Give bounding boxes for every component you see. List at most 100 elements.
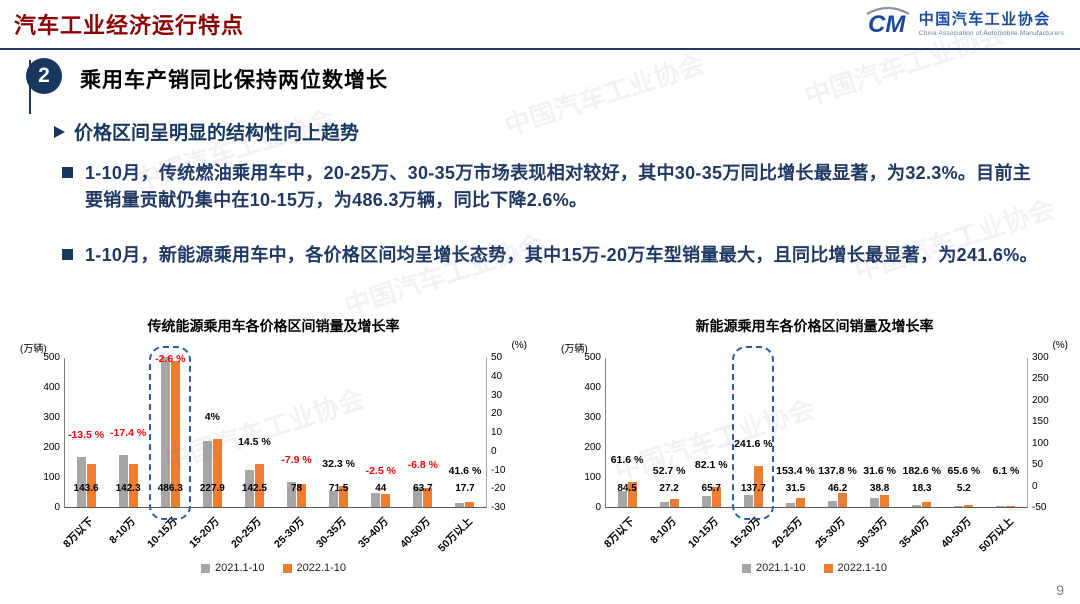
section-subheading: 价格区间呈明显的结构性向上趋势 bbox=[74, 123, 360, 144]
legend-swatch-icon bbox=[282, 563, 292, 573]
bar-2022 bbox=[381, 493, 391, 507]
growth-label: 137.8 % bbox=[818, 465, 857, 477]
chart-new-energy: 新能源乘用车各价格区间销量及增长率 (万辆) (%) 500 400 300 200 1… bbox=[557, 316, 1072, 574]
value-label: 18.3 bbox=[912, 483, 932, 494]
y-axis-right-tick: 250 bbox=[1032, 373, 1049, 385]
legend-label: 2022.1-10 bbox=[837, 562, 888, 574]
value-label: 486.3 bbox=[157, 483, 183, 494]
bar-2021 bbox=[828, 501, 838, 507]
bar-2021 bbox=[244, 469, 254, 507]
page-title: 汽车工业经济运行特点 bbox=[14, 13, 245, 38]
bullet-item: 1-10月，新能源乘用车中，各价格区间均呈增长态势，其中15万-20万车型销量最… bbox=[62, 242, 1047, 269]
value-label: 142.3 bbox=[115, 483, 141, 494]
bar-2021 bbox=[659, 501, 669, 507]
y-axis-left-tick: 500 bbox=[584, 352, 601, 363]
y-axis-right-tick: 30 bbox=[491, 389, 503, 401]
growth-label: -7.9 % bbox=[281, 453, 312, 466]
growth-label: 41.6 % bbox=[448, 465, 482, 477]
bar-2021 bbox=[202, 441, 212, 507]
subheading-row: 价格区间呈明显的结构性向上趋势 bbox=[54, 118, 359, 145]
bar-2022 bbox=[212, 438, 222, 507]
bar-2022 bbox=[922, 501, 932, 507]
y-axis-left-tick: 400 bbox=[43, 382, 60, 393]
slide-header: 汽车工业经济运行特点 CM 中国汽车工业协会 China Association… bbox=[0, 0, 1080, 50]
bar-2022 bbox=[170, 361, 180, 507]
bar-2022 bbox=[795, 497, 805, 507]
growth-label: 241.6 % bbox=[734, 437, 773, 450]
left-axis-unit: (万辆) bbox=[20, 344, 47, 355]
y-axis-right-tick: 200 bbox=[1032, 394, 1049, 406]
growth-label: 61.6 % bbox=[610, 453, 644, 466]
value-label: 137.7 bbox=[740, 483, 766, 494]
bar-2021 bbox=[287, 481, 297, 507]
y-axis-left-tick: 300 bbox=[584, 412, 601, 423]
org-name-en: China Association of Automobile Manufact… bbox=[918, 29, 1064, 37]
value-label: 46.2 bbox=[827, 483, 848, 494]
growth-label: -6.8 % bbox=[407, 458, 439, 471]
value-label: 17.7 bbox=[455, 483, 475, 494]
y-axis-right-tick: 50 bbox=[491, 352, 503, 363]
bar-2022 bbox=[627, 481, 637, 507]
growth-label: -17.4 % bbox=[110, 427, 147, 440]
growth-label: -2.5 % bbox=[365, 465, 396, 477]
value-label: 38.8 bbox=[869, 483, 890, 494]
growth-label: 65.6 % bbox=[947, 465, 981, 477]
watermark: 中国汽车工业协会 bbox=[500, 48, 709, 142]
y-axis-left-tick: 0 bbox=[54, 502, 60, 513]
y-axis-right-tick: 10 bbox=[491, 427, 503, 438]
chart-traditional-energy: 传统能源乘用车各价格区间销量及增长率 (万辆) (%) 500 400 300 200… bbox=[16, 316, 531, 574]
legend-swatch-icon bbox=[823, 563, 833, 573]
bar-2022 bbox=[86, 463, 96, 507]
legend-swatch-icon bbox=[741, 563, 751, 573]
highlight-box bbox=[732, 346, 775, 520]
bar-2021 bbox=[912, 505, 922, 507]
y-axis-right-tick: 40 bbox=[491, 370, 503, 382]
bullet-item: 1-10月，传统燃油乘用车中，20-25万、30-35万市场表现相对较好，其中3… bbox=[62, 160, 1047, 214]
bar-2022 bbox=[838, 493, 848, 507]
y-axis-left-tick: 300 bbox=[43, 412, 60, 423]
y-axis-right-tick: -30 bbox=[491, 502, 506, 513]
y-axis-right-tick: -20 bbox=[491, 483, 506, 495]
value-label: 65.7 bbox=[701, 483, 721, 494]
y-axis-right-tick: -50 bbox=[1032, 502, 1047, 513]
bar-2021 bbox=[329, 490, 339, 507]
right-axis-unit: (%) bbox=[1052, 340, 1068, 351]
bar-2022 bbox=[297, 483, 307, 507]
growth-label: 31.6 % bbox=[863, 465, 896, 477]
value-label: 84.5 bbox=[617, 483, 637, 494]
caam-logo-icon: CM bbox=[866, 6, 910, 38]
bar-2022 bbox=[880, 495, 890, 507]
bar-2022 bbox=[339, 485, 349, 507]
right-axis-unit: (%) bbox=[511, 340, 527, 351]
y-axis-right-tick: 300 bbox=[1032, 352, 1049, 363]
growth-label: 4% bbox=[204, 410, 220, 423]
legend-label: 2022.1-10 bbox=[296, 562, 347, 574]
growth-label: 182.6 % bbox=[902, 465, 942, 477]
value-label: 31.5 bbox=[785, 483, 806, 494]
org-name-cn: 中国汽车工业协会 bbox=[918, 10, 1051, 28]
bar-2021 bbox=[870, 498, 880, 507]
bar-2021 bbox=[413, 486, 423, 507]
bar-2021 bbox=[455, 503, 465, 507]
y-axis-left-tick: 100 bbox=[43, 472, 60, 483]
highlight-box bbox=[149, 346, 192, 520]
growth-label: 6.1 % bbox=[992, 465, 1020, 477]
section-number-badge: 2 bbox=[26, 58, 62, 94]
chart-title: 传统能源乘用车各价格区间销量及增长率 bbox=[147, 318, 400, 334]
page-number: 9 bbox=[1056, 582, 1064, 598]
value-label: 71.5 bbox=[328, 483, 349, 494]
square-bullet-icon bbox=[62, 249, 73, 260]
legend-label: 2021.1-10 bbox=[755, 562, 806, 574]
growth-label: 82.1 % bbox=[694, 459, 728, 472]
bar-2022 bbox=[465, 501, 475, 507]
y-axis-left-tick: 200 bbox=[43, 442, 60, 453]
value-label: 78 bbox=[290, 483, 303, 494]
legend-swatch-icon bbox=[200, 563, 210, 573]
value-label: 227.9 bbox=[199, 483, 225, 494]
plot: 500 400 300 200 100 0 50 40 30 20 10 0 -10 -20 -30 143.… bbox=[43, 346, 505, 554]
bar-2021 bbox=[76, 457, 86, 507]
bar-2021 bbox=[371, 493, 381, 507]
bar-2021 bbox=[743, 494, 753, 507]
growth-label: 153.4 % bbox=[776, 465, 815, 477]
